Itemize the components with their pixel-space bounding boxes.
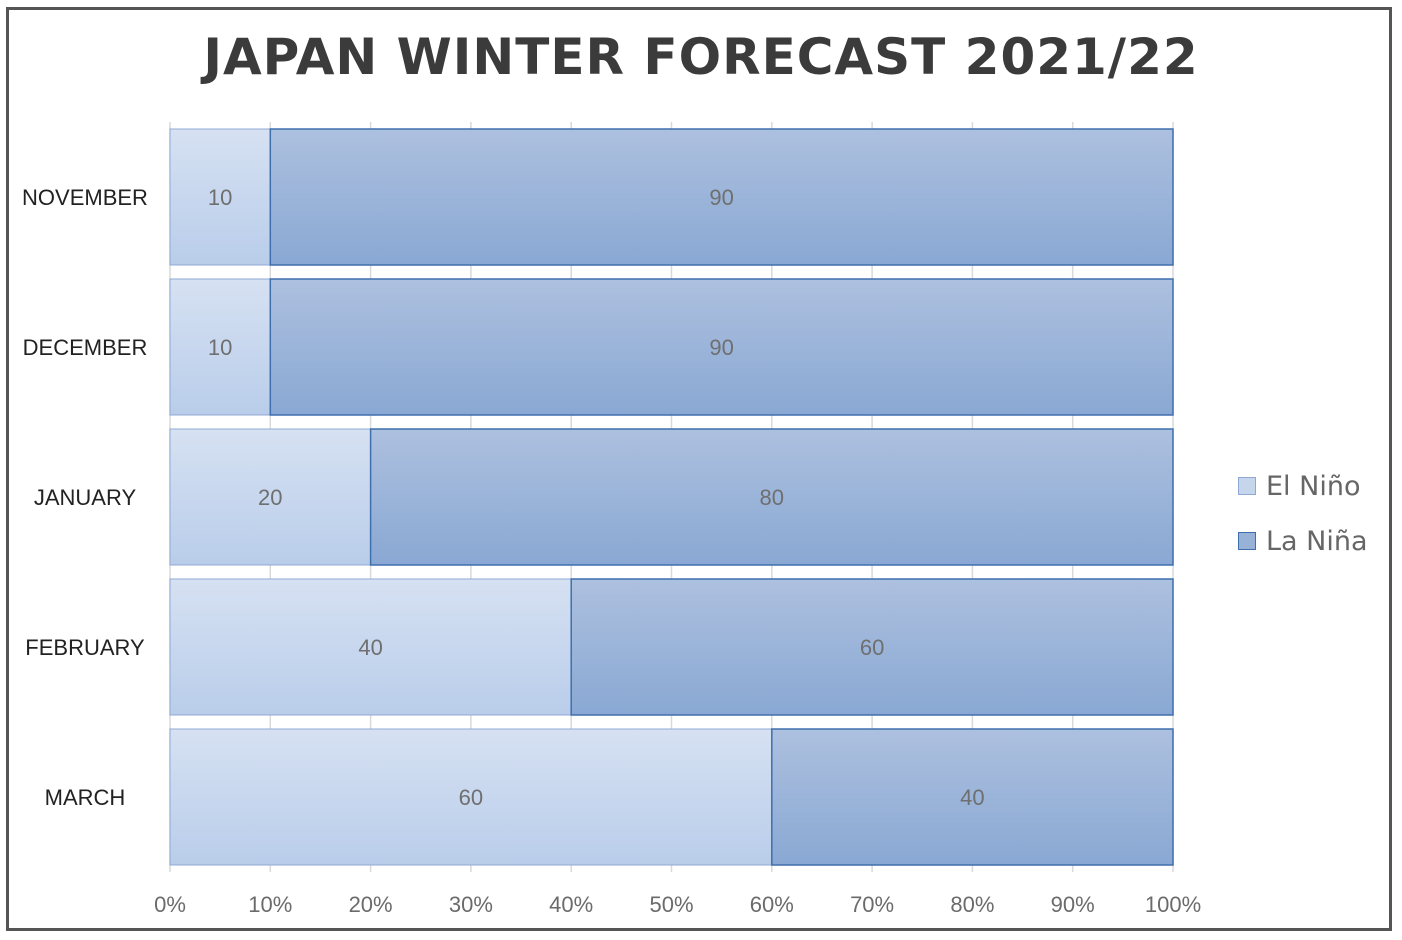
legend-item-el-nino: El Niño bbox=[1238, 470, 1368, 502]
category-label: FEBRUARY bbox=[25, 635, 145, 660]
data-label-la-nina: 80 bbox=[760, 485, 784, 510]
data-label-el-nino: 10 bbox=[208, 335, 232, 360]
bar-el-nino bbox=[169, 578, 572, 716]
x-tick-label: 30% bbox=[449, 892, 493, 917]
data-label-la-nina: 60 bbox=[860, 635, 884, 660]
x-tick-label: 60% bbox=[750, 892, 794, 917]
category-label: MARCH bbox=[45, 785, 126, 810]
data-label-el-nino: 60 bbox=[459, 785, 483, 810]
x-tick-label: 90% bbox=[1051, 892, 1095, 917]
bar-la-nina bbox=[771, 728, 1174, 866]
data-label-el-nino: 40 bbox=[358, 635, 382, 660]
x-tick-label: 20% bbox=[349, 892, 393, 917]
bar-el-nino bbox=[169, 728, 773, 866]
chart-title: JAPAN WINTER FORECAST 2021/22 bbox=[203, 28, 1199, 86]
legend-label-el-nino: El Niño bbox=[1266, 470, 1361, 502]
legend-item-la-nina: La Niña bbox=[1238, 525, 1368, 557]
bar-la-nina bbox=[369, 428, 1174, 566]
x-tick-label: 10% bbox=[248, 892, 292, 917]
data-label-la-nina: 90 bbox=[709, 185, 733, 210]
bar-la-nina bbox=[269, 278, 1174, 416]
category-label: NOVEMBER bbox=[22, 185, 148, 210]
legend-label-la-nina: La Niña bbox=[1266, 525, 1368, 557]
category-labels: NOVEMBER DECEMBER JANUARY FEBRUARY MARCH bbox=[22, 185, 148, 810]
x-tick-label: 100% bbox=[1145, 892, 1201, 917]
legend: El Niño La Niña bbox=[1238, 470, 1368, 580]
legend-swatch-la-nina bbox=[1238, 532, 1256, 550]
bar-la-nina bbox=[269, 128, 1174, 266]
legend-swatch-el-nino bbox=[1238, 477, 1256, 495]
category-label: JANUARY bbox=[34, 485, 137, 510]
x-tick-label: 80% bbox=[950, 892, 994, 917]
category-label: DECEMBER bbox=[23, 335, 148, 360]
data-label-la-nina: 90 bbox=[709, 335, 733, 360]
x-tick-label: 40% bbox=[549, 892, 593, 917]
bars: 10 90 10 90 20 80 40 60 60 40 bbox=[169, 128, 1174, 866]
data-label-la-nina: 40 bbox=[960, 785, 984, 810]
bar-el-nino bbox=[169, 428, 372, 566]
x-tick-label: 70% bbox=[850, 892, 894, 917]
x-tick-label: 0% bbox=[154, 892, 186, 917]
bar-la-nina bbox=[570, 578, 1174, 716]
x-tick-label: 50% bbox=[649, 892, 693, 917]
data-label-el-nino: 10 bbox=[208, 185, 232, 210]
x-tick-labels: 0% 10% 20% 30% 40% 50% 60% 70% 80% 90% 100% bbox=[154, 892, 1201, 917]
data-label-el-nino: 20 bbox=[258, 485, 282, 510]
